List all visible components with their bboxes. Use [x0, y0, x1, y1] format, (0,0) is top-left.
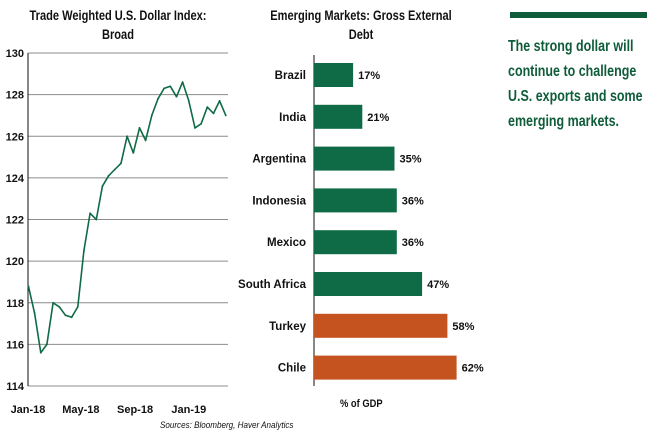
data-point	[64, 314, 67, 317]
y-tick-label: 122	[6, 215, 24, 227]
data-point	[224, 114, 227, 117]
data-point	[218, 99, 221, 102]
x-tick-label: Jan-18	[11, 404, 46, 416]
category-label: Mexico	[267, 237, 306, 249]
data-point	[206, 106, 209, 109]
data-point	[83, 249, 85, 252]
data-point	[101, 185, 104, 188]
line-chart-title: Trade Weighted U.S. Dollar Index: Broad	[29, 8, 207, 42]
bar-turkey	[314, 313, 448, 338]
bar-chart-xlabel: % of GDP	[340, 398, 383, 410]
bar-chile	[314, 355, 457, 380]
data-point	[126, 135, 129, 138]
data-point	[175, 95, 178, 98]
bar-mexico	[314, 230, 397, 255]
data-point	[157, 97, 159, 100]
value-label: 17%	[358, 70, 380, 82]
bar-indonesia	[314, 188, 397, 213]
category-label: Chile	[278, 363, 306, 375]
data-point	[46, 343, 48, 346]
x-tick-label: Sep-18	[117, 404, 153, 416]
data-point	[138, 127, 141, 129]
category-label: Turkey	[269, 321, 306, 333]
bar-india	[314, 104, 363, 129]
bar-chart-title: Emerging Markets: Gross External Debt	[270, 8, 452, 42]
data-point	[76, 306, 79, 308]
data-point	[107, 174, 110, 177]
category-label: India	[279, 112, 306, 124]
bar-argentina	[314, 146, 395, 171]
y-tick-label: 128	[6, 90, 24, 102]
value-label: 58%	[452, 321, 474, 333]
data-point	[33, 312, 36, 315]
y-tick-label: 130	[6, 48, 24, 60]
data-point	[200, 122, 203, 125]
value-label: 21%	[367, 112, 389, 124]
value-label: 35%	[400, 154, 422, 166]
category-label: Indonesia	[252, 195, 306, 207]
source-note: Sources: Bloomberg, Haver Analytics	[160, 420, 294, 431]
data-point	[212, 112, 215, 115]
value-label: 47%	[427, 279, 449, 291]
callout-text: The strong dollar will continue to chall…	[508, 38, 643, 130]
y-tick-label: 116	[6, 339, 24, 351]
data-point	[70, 316, 73, 319]
y-tick-label: 124	[6, 173, 25, 185]
accent-divider	[510, 12, 647, 18]
data-point	[132, 152, 135, 154]
data-point	[163, 87, 166, 90]
data-point	[58, 306, 61, 308]
data-point	[52, 301, 55, 304]
data-point	[27, 285, 30, 287]
category-label: Brazil	[275, 70, 306, 82]
data-point	[39, 351, 42, 354]
y-tick-label: 114	[6, 381, 25, 393]
category-label: Argentina	[252, 154, 306, 166]
data-point	[120, 162, 122, 165]
data-point	[95, 218, 98, 221]
bar-brazil	[314, 63, 354, 87]
category-label: South Africa	[238, 279, 307, 291]
data-point	[187, 99, 190, 102]
value-label: 36%	[402, 195, 424, 207]
value-label: 62%	[462, 363, 484, 375]
data-point	[144, 139, 147, 142]
x-tick-label: May-18	[62, 404, 99, 416]
data-point	[181, 81, 184, 84]
data-point	[169, 85, 172, 88]
bar-south-africa	[314, 272, 423, 296]
data-point	[89, 212, 92, 215]
y-tick-label: 126	[6, 131, 24, 143]
data-point	[194, 127, 196, 129]
x-tick-label: Jan-19	[171, 404, 206, 416]
value-label: 36%	[402, 237, 424, 249]
data-point	[150, 114, 153, 117]
y-tick-label: 118	[6, 298, 24, 310]
line-chart: 114 116 118 120 122 124 126 128 130 Jan-18 May-18 S…	[6, 48, 228, 416]
data-point	[113, 168, 116, 171]
bar-chart: Brazil 17% India 21% Argentina 35% Indonesia 36…	[238, 55, 484, 386]
dollar-index-line	[27, 81, 227, 354]
y-tick-label: 120	[6, 256, 24, 268]
